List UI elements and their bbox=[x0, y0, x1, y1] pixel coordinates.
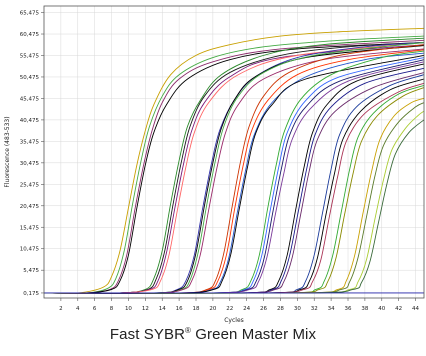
series-line bbox=[43, 37, 425, 294]
series-line bbox=[43, 39, 425, 294]
x-tick-label: 30 bbox=[294, 306, 301, 312]
x-tick-label: 42 bbox=[395, 306, 402, 312]
series-line bbox=[43, 42, 425, 294]
series-line bbox=[43, 42, 425, 294]
caption-rest: Green Master Mix bbox=[191, 326, 317, 343]
plot-frame bbox=[43, 5, 425, 299]
series-line bbox=[43, 35, 425, 294]
y-axis-label: Fluorescence (483-533) bbox=[4, 116, 11, 187]
y-tick-label: 40,475 bbox=[20, 118, 40, 124]
chart-caption: Fast SYBR® Green Master Mix bbox=[0, 326, 426, 343]
x-tick-label: 32 bbox=[311, 306, 318, 312]
series-line bbox=[43, 119, 425, 294]
x-tick-label: 20 bbox=[209, 306, 216, 312]
x-tick-label: 26 bbox=[260, 306, 267, 312]
series-line bbox=[43, 82, 425, 294]
series-line bbox=[43, 42, 425, 294]
x-tick-label: 12 bbox=[142, 306, 149, 312]
y-axis: 0,175 5,475 10,475 15,475 20,475 25,475 30,475… bbox=[20, 11, 44, 297]
registered-mark: ® bbox=[185, 326, 192, 335]
series-line bbox=[43, 44, 425, 294]
y-tick-label: 65,475 bbox=[20, 11, 40, 17]
x-tick-label: 18 bbox=[193, 306, 200, 312]
y-tick-label: 15,475 bbox=[20, 225, 40, 231]
x-tick-label: 14 bbox=[159, 306, 166, 312]
x-tick-label: 4 bbox=[76, 306, 80, 312]
series-line bbox=[43, 54, 425, 294]
y-tick-label: 10,475 bbox=[20, 247, 40, 253]
y-tick-label: 35,475 bbox=[20, 139, 40, 145]
series-line bbox=[43, 74, 425, 294]
y-tick-label: 20,475 bbox=[20, 204, 40, 210]
y-tick-label: 5,475 bbox=[23, 268, 39, 274]
series-line bbox=[43, 85, 425, 294]
series-line bbox=[43, 87, 425, 294]
x-axis-label: Cycles bbox=[224, 317, 244, 324]
x-tick-label: 16 bbox=[176, 306, 183, 312]
series-layer bbox=[43, 27, 425, 294]
y-tick-label: 0,175 bbox=[23, 291, 39, 297]
x-tick-label: 34 bbox=[328, 306, 335, 312]
x-axis: 2 4 6 8 10 12 14 16 18 20 22 24 26 28 30 32 34 36 38 40 42 44 bbox=[59, 298, 420, 312]
series-line bbox=[43, 45, 425, 294]
y-tick-label: 55,475 bbox=[20, 53, 40, 59]
series-line bbox=[43, 42, 425, 294]
x-tick-label: 38 bbox=[361, 306, 368, 312]
series-line bbox=[43, 110, 425, 294]
grid bbox=[44, 6, 424, 298]
x-tick-label: 22 bbox=[226, 306, 233, 312]
fluorescence-chart: 0,175 5,475 10,475 15,475 20,475 25,475 30,475… bbox=[4, 5, 425, 324]
x-tick-label: 10 bbox=[125, 306, 132, 312]
x-tick-label: 24 bbox=[243, 306, 250, 312]
series-line bbox=[43, 27, 425, 294]
y-tick-label: 25,475 bbox=[20, 182, 40, 188]
series-line bbox=[43, 48, 425, 294]
series-line bbox=[43, 42, 425, 294]
caption-main: Fast SYBR bbox=[109, 326, 186, 343]
y-tick-label: 50,475 bbox=[20, 75, 40, 81]
y-tick-label: 30,475 bbox=[20, 161, 40, 167]
x-tick-label: 36 bbox=[345, 306, 352, 312]
y-tick-label: 45,475 bbox=[20, 96, 40, 102]
x-tick-label: 2 bbox=[59, 306, 63, 312]
x-tick-label: 8 bbox=[110, 306, 114, 312]
x-tick-label: 44 bbox=[412, 306, 419, 312]
y-tick-label: 60,475 bbox=[20, 32, 40, 38]
x-tick-label: 40 bbox=[378, 306, 385, 312]
x-tick-label: 28 bbox=[277, 306, 284, 312]
x-tick-label: 6 bbox=[93, 306, 97, 312]
